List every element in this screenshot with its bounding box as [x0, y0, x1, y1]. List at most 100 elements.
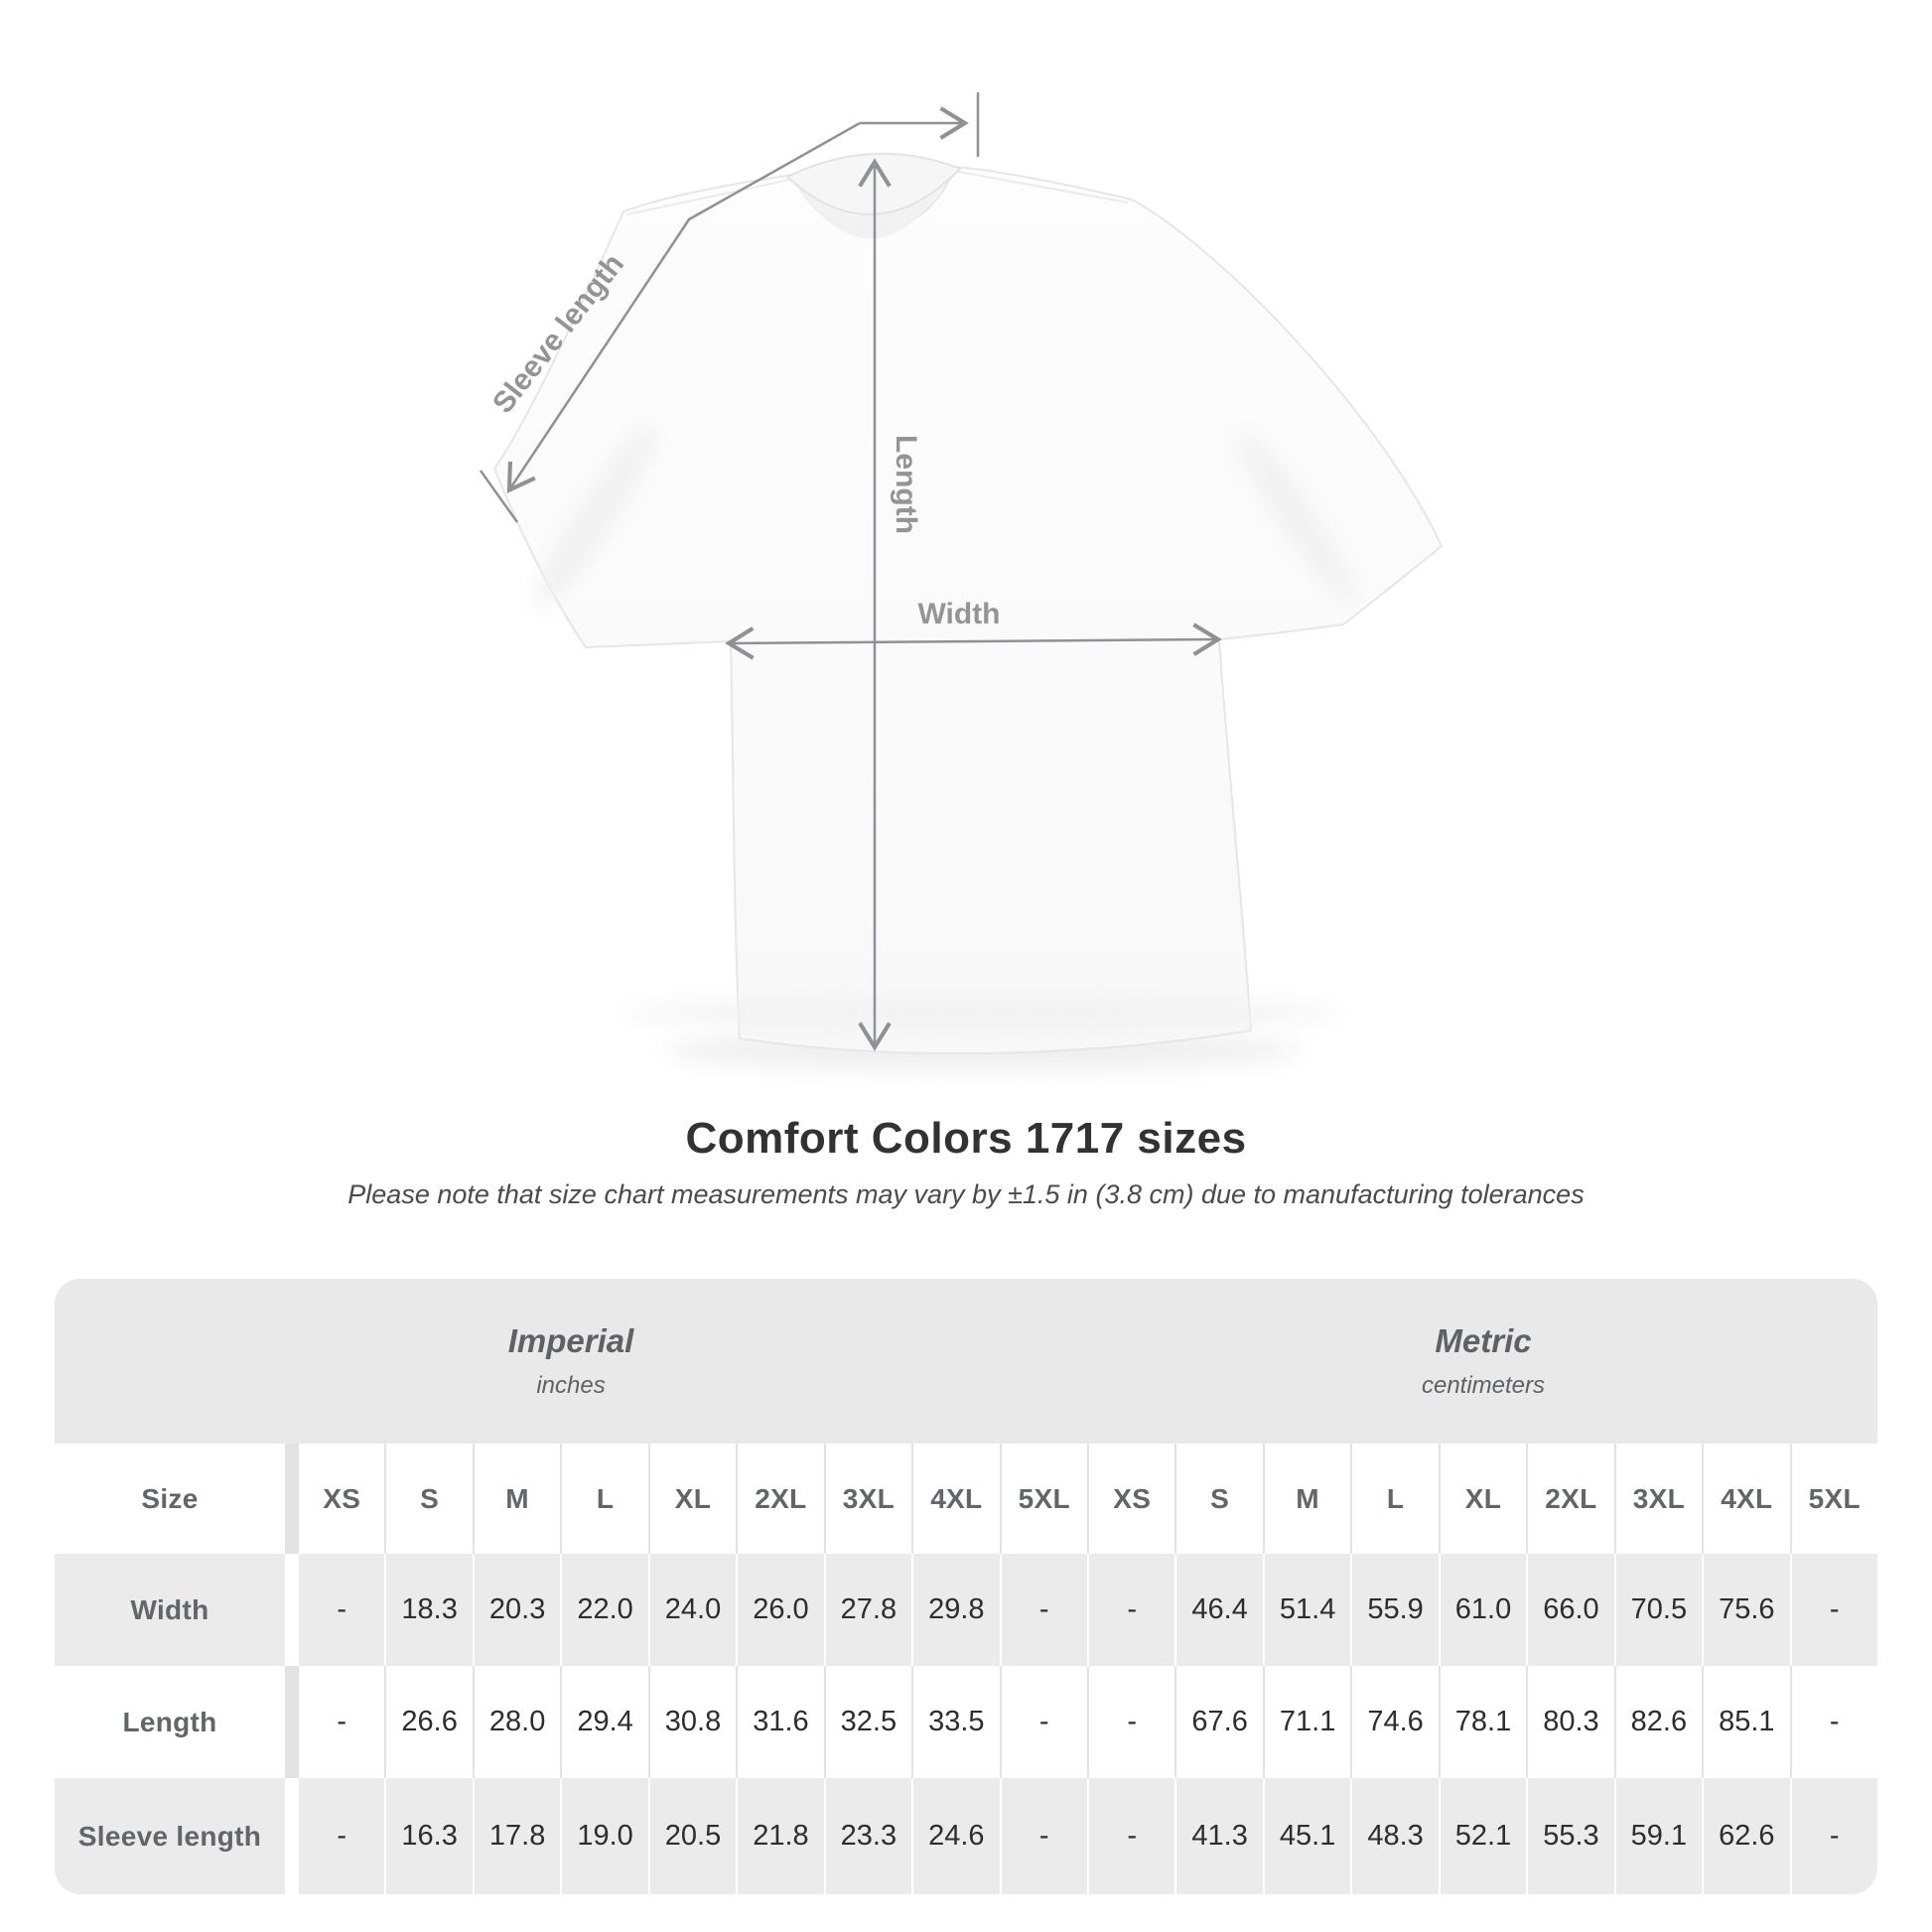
shoulder-seam-left — [626, 178, 795, 215]
size-col-header: M — [474, 1444, 561, 1554]
row-label: Sleeve length — [55, 1778, 285, 1894]
measurement-cell: 30.8 — [649, 1666, 737, 1778]
measurement-cell: 29.8 — [913, 1554, 1000, 1666]
size-col-header: L — [562, 1444, 648, 1554]
measurement-cell: 48.3 — [1352, 1778, 1439, 1894]
size-col-header: 5XL — [1791, 1444, 1877, 1554]
size-col-header: 3XL — [825, 1444, 912, 1554]
measurement-cell: 20.3 — [474, 1554, 561, 1666]
size-header-row: Size XS S M L XL 2XL 3XL 4XL 5XL XS S M … — [55, 1444, 1877, 1554]
size-col-header: L — [1352, 1444, 1439, 1554]
measurement-cell: 27.8 — [825, 1554, 912, 1666]
measurement-cell: 62.6 — [1704, 1778, 1790, 1894]
measurement-cell: 17.8 — [474, 1778, 561, 1894]
sleeve-end-tick — [479, 470, 519, 523]
measurement-cell: 61.0 — [1440, 1554, 1527, 1666]
measurement-cell: 41.3 — [1176, 1778, 1263, 1894]
measurement-cell: - — [299, 1666, 385, 1778]
measurement-cell: 22.0 — [562, 1554, 648, 1666]
measurement-cell: 85.1 — [1704, 1666, 1790, 1778]
measurement-cell: 59.1 — [1615, 1778, 1703, 1894]
group-header-imperial: Imperial inches — [55, 1279, 1087, 1444]
measurement-cell: - — [1088, 1666, 1175, 1778]
measurement-cell: 70.5 — [1615, 1554, 1703, 1666]
measurement-cell: 28.0 — [474, 1666, 561, 1778]
size-col-header: 2XL — [738, 1444, 824, 1554]
measurement-cell: - — [1791, 1778, 1877, 1894]
measurement-cell: 19.0 — [562, 1778, 648, 1894]
size-col-header: XL — [649, 1444, 737, 1554]
measurement-cell: 20.5 — [649, 1778, 737, 1894]
measurement-cell: 29.4 — [562, 1666, 648, 1778]
measurement-cell: 75.6 — [1704, 1554, 1790, 1666]
table-row-sleeve-length: Sleeve length - 16.3 17.8 19.0 20.5 21.8… — [55, 1778, 1877, 1894]
size-col-header: XL — [1440, 1444, 1527, 1554]
imperial-unit: inches — [536, 1372, 606, 1399]
size-col-header: XS — [1088, 1444, 1175, 1554]
page-title: Comfort Colors 1717 sizes — [685, 1114, 1247, 1163]
size-col-header: 4XL — [1704, 1444, 1790, 1554]
unit-group-band: Imperial inches Metric centimeters — [55, 1279, 1877, 1444]
measurement-cell: 46.4 — [1176, 1554, 1263, 1666]
size-col-header: 5XL — [1001, 1444, 1087, 1554]
measurement-cell: - — [1791, 1666, 1877, 1778]
measurement-cell: 66.0 — [1528, 1554, 1614, 1666]
column-gutter — [287, 1666, 297, 1778]
imperial-title: Imperial — [507, 1322, 634, 1359]
tshirt-size-diagram: Sleeve length Length Width — [479, 92, 1444, 1070]
size-col-header: 2XL — [1528, 1444, 1614, 1554]
row-label: Length — [55, 1666, 285, 1778]
size-col-header: S — [1176, 1444, 1263, 1554]
corner-header: Size — [55, 1444, 285, 1554]
table-row-length: Length - 26.6 28.0 29.4 30.8 31.6 32.5 3… — [55, 1666, 1877, 1778]
size-table: Imperial inches Metric centimeters Size … — [55, 1279, 1877, 1894]
measurement-cell: 55.3 — [1528, 1778, 1614, 1894]
column-gutter — [287, 1444, 297, 1554]
measurement-cell: 67.6 — [1176, 1666, 1263, 1778]
measurement-cell: - — [1088, 1554, 1175, 1666]
width-label: Width — [917, 598, 1000, 630]
tshirt-graphic — [492, 165, 1444, 1055]
measurement-cell: 33.5 — [913, 1666, 1000, 1778]
measurement-cell: - — [299, 1554, 385, 1666]
size-col-header: XS — [299, 1444, 385, 1554]
measurement-cell: 16.3 — [386, 1778, 473, 1894]
shoulder-seam-right — [952, 170, 1129, 204]
sleeve-length-arrow — [506, 121, 861, 493]
measurement-cell: 82.6 — [1615, 1666, 1703, 1778]
measurement-cell: - — [299, 1778, 385, 1894]
measurement-cell: 71.1 — [1264, 1666, 1351, 1778]
length-label: Length — [890, 435, 922, 534]
column-gutter — [287, 1778, 297, 1894]
measurement-cell: 74.6 — [1352, 1666, 1439, 1778]
width-arrow — [725, 622, 1222, 660]
measurement-cell: 24.0 — [649, 1554, 737, 1666]
measurement-cell: 31.6 — [738, 1666, 824, 1778]
measurement-cell: - — [1001, 1666, 1087, 1778]
tolerance-note: Please note that size chart measurements… — [347, 1179, 1585, 1209]
measurement-cell: 32.5 — [825, 1666, 912, 1778]
size-col-header: 3XL — [1615, 1444, 1703, 1554]
measurement-cell: 18.3 — [386, 1554, 473, 1666]
measurement-cell: 23.3 — [825, 1778, 912, 1894]
chart-heading: Comfort Colors 1717 sizes Please note th… — [0, 1114, 1932, 1210]
neck-opening — [794, 173, 953, 239]
hem-crease — [625, 999, 1340, 1027]
measurement-cell: 55.9 — [1352, 1554, 1439, 1666]
sleeve-crease-right — [1235, 429, 1356, 604]
metric-unit: centimeters — [1421, 1372, 1546, 1399]
table-row-width: Width - 18.3 20.3 22.0 24.0 26.0 27.8 29… — [55, 1554, 1877, 1666]
measurement-cell: - — [1001, 1554, 1087, 1666]
measurement-cell: 24.6 — [913, 1778, 1000, 1894]
measurement-cell: 26.6 — [386, 1666, 473, 1778]
column-gutter — [287, 1554, 297, 1666]
row-label: Width — [55, 1554, 285, 1666]
size-col-header: M — [1264, 1444, 1351, 1554]
measurement-cell: - — [1001, 1778, 1087, 1894]
sleeve-crease-left — [536, 423, 655, 610]
measurement-cell: 21.8 — [738, 1778, 824, 1894]
size-col-header: S — [386, 1444, 473, 1554]
measurement-cell: 52.1 — [1440, 1778, 1527, 1894]
measurement-cell: 26.0 — [738, 1554, 824, 1666]
